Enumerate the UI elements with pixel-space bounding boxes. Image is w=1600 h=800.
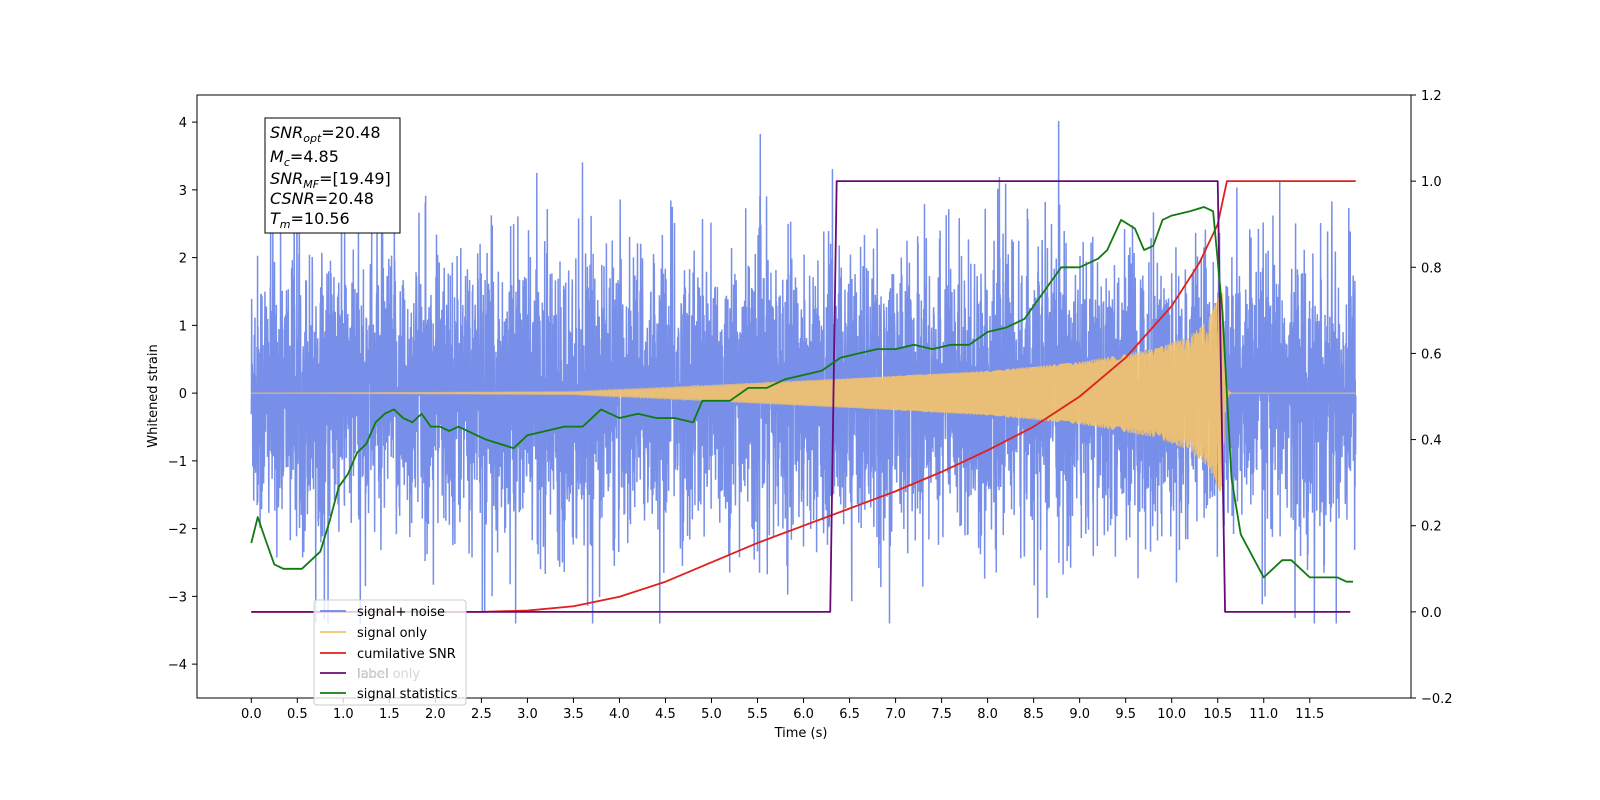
legend-hidden-text: label only xyxy=(357,667,420,682)
y-left-tick-label: 0 xyxy=(179,387,187,402)
x-tick-label: 7.5 xyxy=(931,707,952,722)
legend: signal+ noise signal only cumilative SNR la… xyxy=(313,599,467,706)
legend-entry: cumilative SNR xyxy=(357,647,456,662)
x-tick-label: 9.5 xyxy=(1115,707,1136,722)
y-axis-label: Whitened strain xyxy=(146,344,161,447)
x-tick-label: 2.0 xyxy=(425,707,446,722)
y-axis-right: −0.2 0.0 0.2 0.4 0.6 0.8 1.0 1.2 xyxy=(1411,89,1453,707)
x-tick-label: 10.5 xyxy=(1203,707,1232,722)
x-axis: 0.0 0.5 1.0 1.5 2.0 2.5 3.0 3.5 4.0 4.5 5.0 5.5 6.0 6… xyxy=(241,698,1324,722)
x-tick-label: 0.5 xyxy=(287,707,308,722)
legend-frame xyxy=(313,599,467,706)
y-left-tick-label: 1 xyxy=(179,319,187,334)
x-tick-label: 6.5 xyxy=(839,707,860,722)
x-tick-label: 4.5 xyxy=(655,707,676,722)
legend-entry: label xyxy=(357,667,388,682)
series-signal-statistics xyxy=(250,206,1354,583)
legend-entry: signal only xyxy=(357,626,427,641)
y-right-tick-label: 1.0 xyxy=(1421,175,1442,190)
x-tick-label: 5.0 xyxy=(701,707,722,722)
info-box-line: Mc=4.85 xyxy=(270,147,339,169)
x-tick-label: 8.5 xyxy=(1023,707,1044,722)
x-tick-label: 0.0 xyxy=(241,707,262,722)
x-tick-label: 8.0 xyxy=(977,707,998,722)
info-box: SNRopt=20.48Mc=4.85SNRMF=[19.49]CSNR=20.… xyxy=(264,117,401,234)
info-box-line: SNRopt=20.48 xyxy=(270,123,381,145)
y-right-tick-label: 0.2 xyxy=(1421,520,1442,535)
x-tick-label: 1.5 xyxy=(379,707,400,722)
y-right-tick-label: 0.0 xyxy=(1421,606,1442,621)
x-tick-label: 9.0 xyxy=(1069,707,1090,722)
x-tick-label: 1.0 xyxy=(333,707,354,722)
x-tick-label: 3.0 xyxy=(517,707,538,722)
y-right-tick-label: 0.8 xyxy=(1421,261,1442,276)
series-cumulative-snr xyxy=(251,180,1356,613)
x-tick-label: 3.5 xyxy=(563,707,584,722)
y-left-tick-label: −3 xyxy=(168,590,187,605)
series-signal-plus-noise xyxy=(250,121,1357,624)
x-axis-label: Time (s) xyxy=(774,726,828,741)
y-left-tick-label: 2 xyxy=(179,252,187,267)
x-tick-label: 6.0 xyxy=(793,707,814,722)
series-label xyxy=(251,180,1351,613)
x-tick-label: 5.5 xyxy=(747,707,768,722)
y-left-tick-label: 4 xyxy=(179,116,187,131)
x-tick-label: 11.0 xyxy=(1249,707,1278,722)
series-signal-only xyxy=(251,292,1356,492)
y-left-tick-label: −1 xyxy=(168,455,187,470)
y-left-tick-label: 3 xyxy=(179,184,187,199)
x-tick-label: 4.0 xyxy=(609,707,630,722)
legend-entry: signal+ noise xyxy=(357,605,445,620)
info-box-line: Tm=10.56 xyxy=(270,209,350,231)
legend-entry: signal statistics xyxy=(357,687,458,702)
y-right-tick-label: 1.2 xyxy=(1421,89,1442,104)
x-tick-label: 10.0 xyxy=(1157,707,1186,722)
y-left-tick-label: −4 xyxy=(168,658,187,673)
x-tick-label: 7.0 xyxy=(885,707,906,722)
info-box-line: SNRMF=[19.49] xyxy=(270,169,391,191)
info-box-frame xyxy=(264,117,401,234)
info-box-line: CSNR=20.48 xyxy=(270,189,374,208)
series-layer xyxy=(250,121,1357,624)
x-tick-label: 2.5 xyxy=(471,707,492,722)
y-right-tick-label: 0.6 xyxy=(1421,347,1442,362)
y-axis-left: −4 −3 −2 −1 0 1 2 3 4 xyxy=(168,116,197,673)
y-right-tick-label: 0.4 xyxy=(1421,434,1442,449)
y-right-tick-label: −0.2 xyxy=(1421,692,1453,707)
y-left-tick-label: −2 xyxy=(168,523,187,538)
x-tick-label: 11.5 xyxy=(1295,707,1324,722)
